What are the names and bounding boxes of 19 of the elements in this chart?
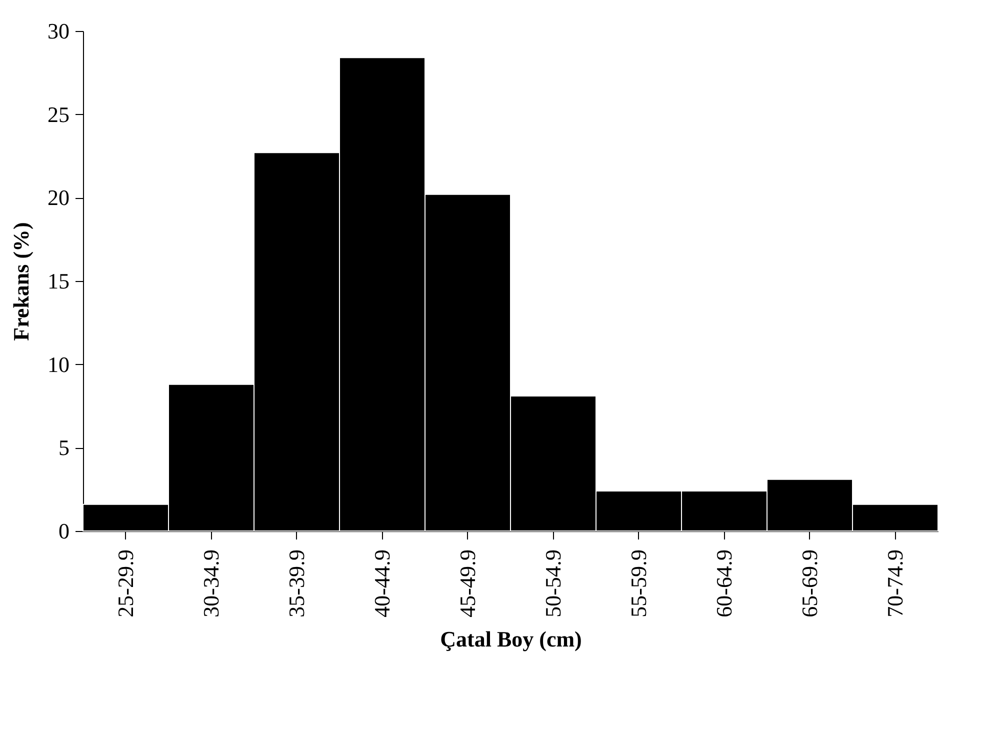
x-tick-label: 50-54.9 bbox=[540, 550, 566, 618]
x-tick-label: 30-34.9 bbox=[198, 550, 224, 618]
x-tick-label: 60-64.9 bbox=[711, 550, 736, 618]
y-tick-label: 15 bbox=[48, 268, 70, 294]
x-tick-label: 70-74.9 bbox=[882, 550, 908, 618]
x-axis-title: Çatal Boy (cm) bbox=[440, 626, 582, 652]
x-tick-label: 55-59.9 bbox=[626, 550, 651, 618]
x-tick-label: 25-29.9 bbox=[112, 550, 138, 618]
y-tick-label: 30 bbox=[48, 18, 70, 44]
y-tick-label: 0 bbox=[58, 518, 70, 544]
y-tick-label: 5 bbox=[58, 435, 70, 460]
y-tick-label: 10 bbox=[48, 352, 70, 377]
x-tick-label: 35-39.9 bbox=[284, 550, 309, 618]
x-tick-label: 40-44.9 bbox=[369, 550, 394, 618]
x-tick-label: 45-49.9 bbox=[454, 550, 480, 618]
y-axis-title: Frekans (%) bbox=[8, 222, 34, 341]
y-tick-label: 25 bbox=[48, 102, 70, 127]
x-tick-label: 65-69.9 bbox=[796, 550, 822, 618]
y-tick-label: 20 bbox=[48, 185, 70, 210]
